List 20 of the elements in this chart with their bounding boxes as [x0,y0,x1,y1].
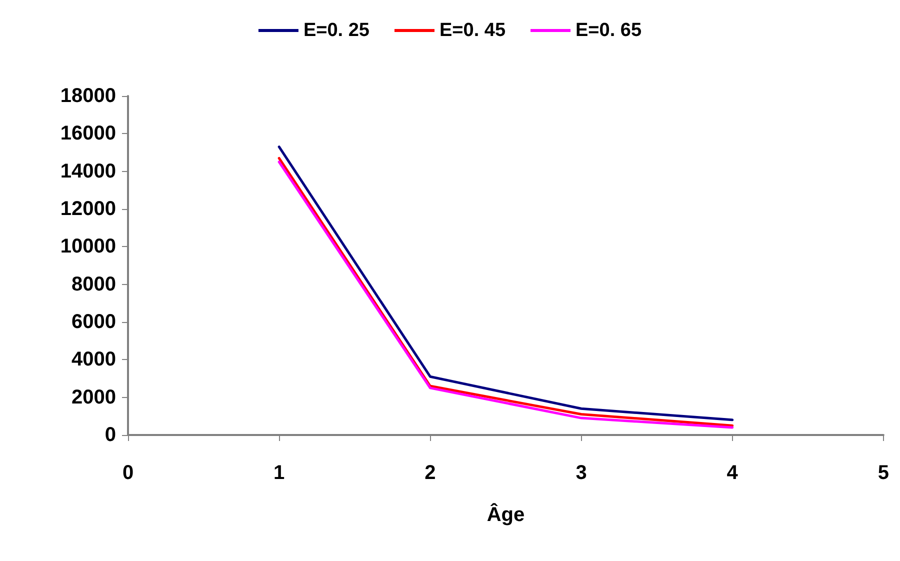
x-tick-label: 5 [878,462,889,484]
legend-label: E=0. 25 [303,20,370,41]
y-tick-label: 6000 [72,311,116,333]
y-tick-label: 12000 [60,198,116,220]
y-tick-label: 4000 [72,348,116,371]
x-axis-title: Âge [486,503,525,526]
y-tick-label: 18000 [60,85,116,107]
y-tick-label: 16000 [60,122,116,145]
y-tick-label: 0 [104,424,116,446]
x-tick-label: 0 [122,462,134,484]
y-tick-label: 8000 [72,273,116,296]
legend-label: E=0. 45 [439,20,506,41]
y-tick-label: 10000 [60,236,116,258]
y-tick-label: 14000 [60,160,116,182]
x-tick-label: 4 [726,462,739,484]
legend-label: E=0. 65 [576,20,642,41]
x-tick-label: 1 [274,462,285,484]
x-tick-label: 2 [424,462,436,484]
y-tick-label: 2000 [72,386,116,408]
x-tick-label: 3 [576,462,587,484]
